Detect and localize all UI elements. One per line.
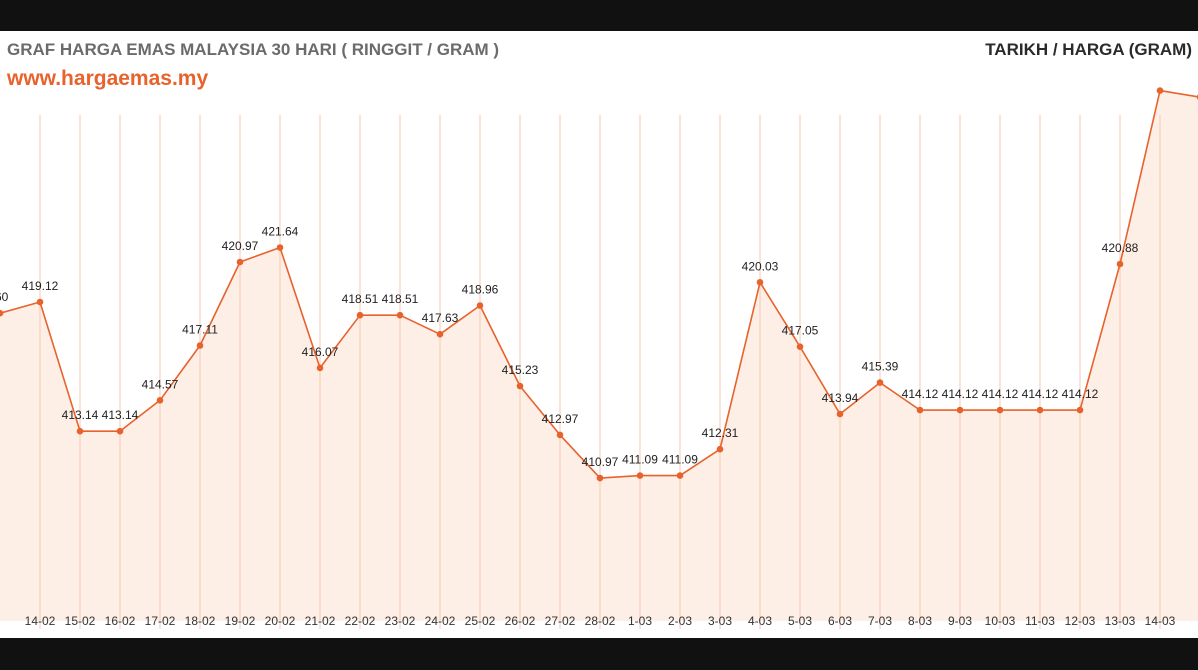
x-tick-label: 27-02 <box>545 614 576 628</box>
x-tick-label: 16-02 <box>105 614 136 628</box>
x-tick-label: 11-03 <box>1025 614 1055 628</box>
x-tick-label: 5-03 <box>788 614 812 628</box>
x-axis-ticks-layer: 14-02 15-02 16-02 17-02 18-02 19-02 20-02 21-02… <box>25 614 1176 628</box>
x-tick-label: 10-03 <box>985 614 1016 628</box>
data-point[interactable] <box>756 279 764 286</box>
data-points-layer <box>0 87 1198 482</box>
x-tick-label: 6-03 <box>828 614 852 628</box>
data-label: 417.05 <box>782 324 819 338</box>
data-point[interactable] <box>636 472 644 479</box>
x-tick-label: 14-02 <box>25 614 56 628</box>
data-label: 410.97 <box>582 455 619 469</box>
data-point[interactable] <box>1036 406 1044 414</box>
chart-canvas: .60419.12413.14413.14414.57417.11420.974… <box>0 87 1198 629</box>
data-label: 414.12 <box>942 387 979 401</box>
data-point[interactable] <box>116 427 124 435</box>
data-label: 414.12 <box>1022 387 1059 401</box>
data-point[interactable] <box>1116 260 1124 268</box>
x-tick-label: 18-02 <box>185 614 216 628</box>
data-labels-layer: .60419.12413.14413.14414.57417.11420.974… <box>0 225 1139 470</box>
data-label: 412.97 <box>542 412 579 426</box>
area-fill <box>0 90 1198 621</box>
data-point[interactable] <box>796 343 804 351</box>
x-tick-label: 17-02 <box>145 614 176 628</box>
data-label: 414.12 <box>902 387 939 401</box>
data-label: 413.14 <box>62 408 99 422</box>
area-fill-layer <box>0 90 1198 621</box>
data-point[interactable] <box>156 397 164 404</box>
data-label: 414.12 <box>1062 387 1099 401</box>
x-tick-label: 2-03 <box>668 614 692 628</box>
x-tick-label: 19-02 <box>225 614 256 628</box>
data-label: 417.63 <box>422 311 459 325</box>
data-label: 414.57 <box>142 377 179 391</box>
x-tick-label: 25-02 <box>465 614 496 628</box>
x-tick-label: 28-02 <box>585 614 616 628</box>
data-point[interactable] <box>916 406 924 414</box>
data-label: 413.94 <box>822 391 859 405</box>
data-point[interactable] <box>0 309 4 317</box>
data-point[interactable] <box>596 474 604 482</box>
data-point[interactable] <box>316 364 324 372</box>
data-label: 418.96 <box>462 283 499 297</box>
data-point[interactable] <box>236 258 244 266</box>
data-point[interactable] <box>36 298 44 306</box>
x-tick-label: 1-03 <box>628 614 652 628</box>
data-label: 414.12 <box>982 387 1019 401</box>
data-label: 416.07 <box>302 345 339 359</box>
chart-frame: .60419.12413.14413.14414.57417.11420.974… <box>0 31 1198 638</box>
data-label: 413.14 <box>102 408 139 422</box>
data-label: 417.11 <box>182 323 218 337</box>
data-label: 415.23 <box>502 363 539 377</box>
data-point[interactable] <box>836 410 844 418</box>
data-point[interactable] <box>196 342 204 349</box>
legend-label: TARIKH / HARGA (GRAM) <box>985 40 1192 59</box>
data-label: 421.64 <box>262 225 299 239</box>
data-label: 411.09 <box>662 453 698 467</box>
data-point[interactable] <box>476 302 484 309</box>
data-point[interactable] <box>1156 87 1164 94</box>
data-point[interactable] <box>76 427 84 435</box>
x-tick-label: 9-03 <box>948 614 972 628</box>
data-label: 420.03 <box>742 259 779 273</box>
x-tick-label: 3-03 <box>708 614 732 628</box>
x-tick-label: 23-02 <box>385 614 416 628</box>
x-tick-label: 21-02 <box>305 614 336 628</box>
data-label: 412.31 <box>702 426 739 440</box>
data-label: 415.39 <box>862 360 899 374</box>
x-tick-label: 14-03 <box>1145 614 1176 628</box>
data-point[interactable] <box>396 311 404 319</box>
data-point[interactable] <box>356 311 364 319</box>
data-point[interactable] <box>876 379 884 386</box>
x-tick-label: 22-02 <box>345 614 376 628</box>
x-tick-label: 7-03 <box>868 614 892 628</box>
data-point[interactable] <box>676 472 684 479</box>
data-label: 418.51 <box>342 292 379 306</box>
x-tick-label: 24-02 <box>425 614 456 628</box>
data-label: .60 <box>0 290 9 304</box>
website-link[interactable]: www.hargaemas.my <box>7 67 209 90</box>
data-label: 419.12 <box>22 279 59 293</box>
data-label: 420.88 <box>1102 241 1139 255</box>
data-point[interactable] <box>956 406 964 414</box>
x-tick-label: 26-02 <box>505 614 536 628</box>
data-point[interactable] <box>556 431 564 439</box>
x-tick-label: 4-03 <box>748 614 772 628</box>
x-tick-label: 15-02 <box>65 614 96 628</box>
x-tick-label: 13-03 <box>1105 614 1136 628</box>
data-point[interactable] <box>276 244 284 251</box>
data-point[interactable] <box>1076 406 1084 414</box>
x-tick-label: 12-03 <box>1065 614 1096 628</box>
x-tick-label: 20-02 <box>265 614 296 628</box>
chart-title: GRAF HARGA EMAS MALAYSIA 30 HARI ( RINGG… <box>7 40 500 59</box>
data-label: 420.97 <box>222 239 259 253</box>
data-point[interactable] <box>516 382 524 390</box>
data-point[interactable] <box>996 406 1004 414</box>
x-tick-label: 8-03 <box>908 614 932 628</box>
data-point[interactable] <box>436 330 444 338</box>
data-label: 418.51 <box>382 292 419 306</box>
gridlines-layer <box>39 115 1161 629</box>
data-label: 411.09 <box>622 453 658 467</box>
data-point[interactable] <box>716 445 724 453</box>
